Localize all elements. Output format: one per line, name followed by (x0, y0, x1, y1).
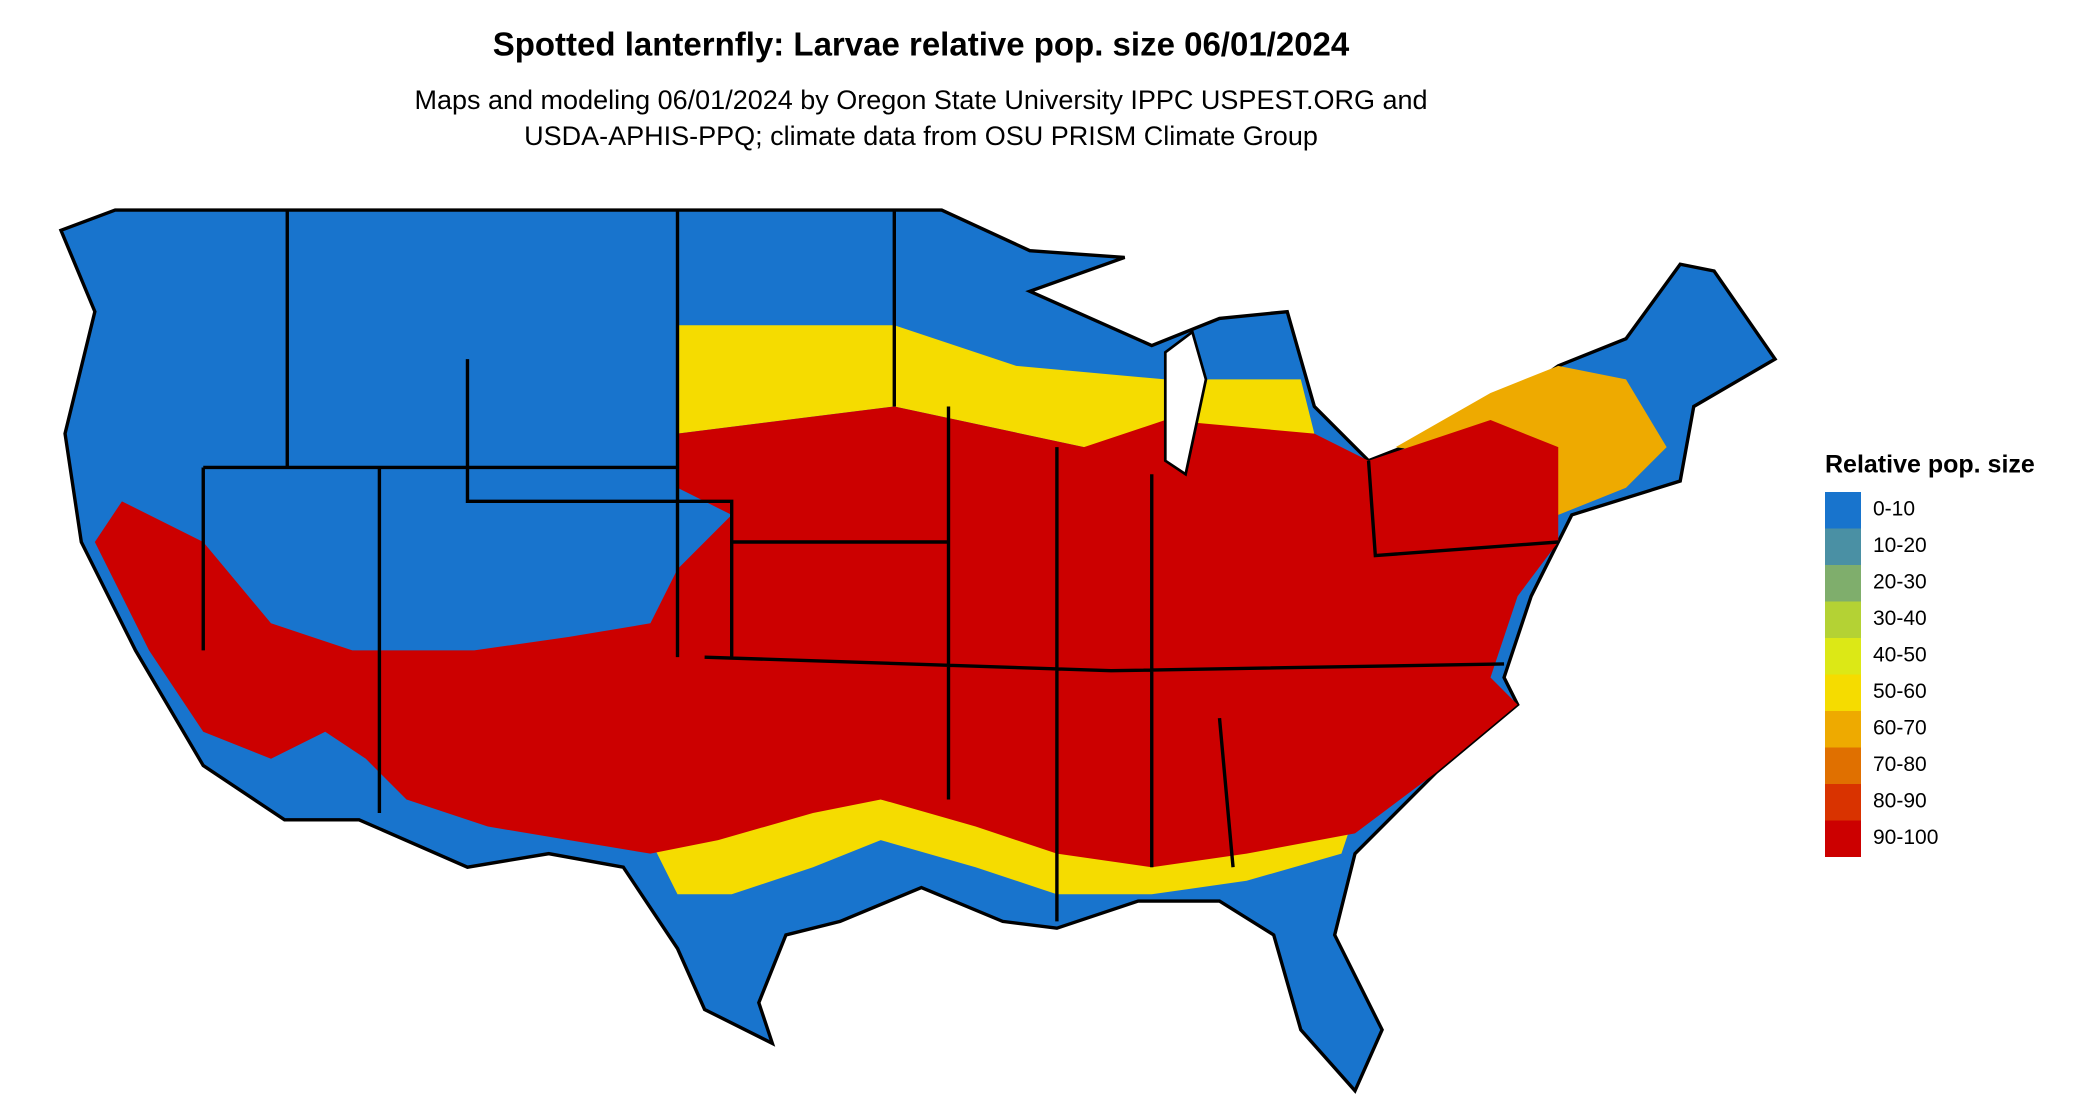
south-band (650, 799, 1355, 895)
north-band (677, 325, 1315, 448)
legend-label: 90-100 (1873, 826, 1938, 849)
legend-swatch (1825, 638, 1861, 675)
legend-swatch (1825, 528, 1861, 565)
legend: 0-10 10-20 20-30 30-40 40-50 50-60 60-70 70-80 8… (1825, 492, 1938, 857)
legend-label: 0-10 (1873, 498, 1915, 521)
legend-swatch (1825, 601, 1861, 638)
legend-swatch (1825, 711, 1861, 748)
map-subtitle: Maps and modeling 06/01/2024 by Oregon S… (414, 85, 1427, 115)
state-borders (201, 210, 1559, 922)
legend-swatch (1825, 784, 1861, 821)
map-title: Spotted lanternfly: Larvae relative pop.… (493, 26, 1350, 63)
legend-title: Relative pop. size (1825, 451, 2035, 479)
legend-label: 60-70 (1873, 717, 1927, 740)
map-subtitle: USDA-APHIS-PPQ; climate data from OSU PR… (524, 121, 1318, 151)
legend-swatch (1825, 674, 1861, 711)
legend-label: 20-30 (1873, 571, 1927, 594)
legend-label: 40-50 (1873, 644, 1927, 667)
legend-label: 70-80 (1873, 753, 1927, 776)
legend-label: 50-60 (1873, 680, 1927, 703)
lake-michigan (1163, 329, 1208, 477)
legend-swatch (1825, 820, 1861, 857)
legend-label: 30-40 (1873, 607, 1927, 630)
legend-swatch (1825, 747, 1861, 784)
red-zone (94, 406, 1559, 868)
legend-swatch (1825, 565, 1861, 602)
legend-swatch (1825, 492, 1861, 529)
legend-label: 80-90 (1873, 790, 1927, 813)
legend-label: 10-20 (1873, 534, 1927, 557)
map (58, 208, 1778, 1094)
